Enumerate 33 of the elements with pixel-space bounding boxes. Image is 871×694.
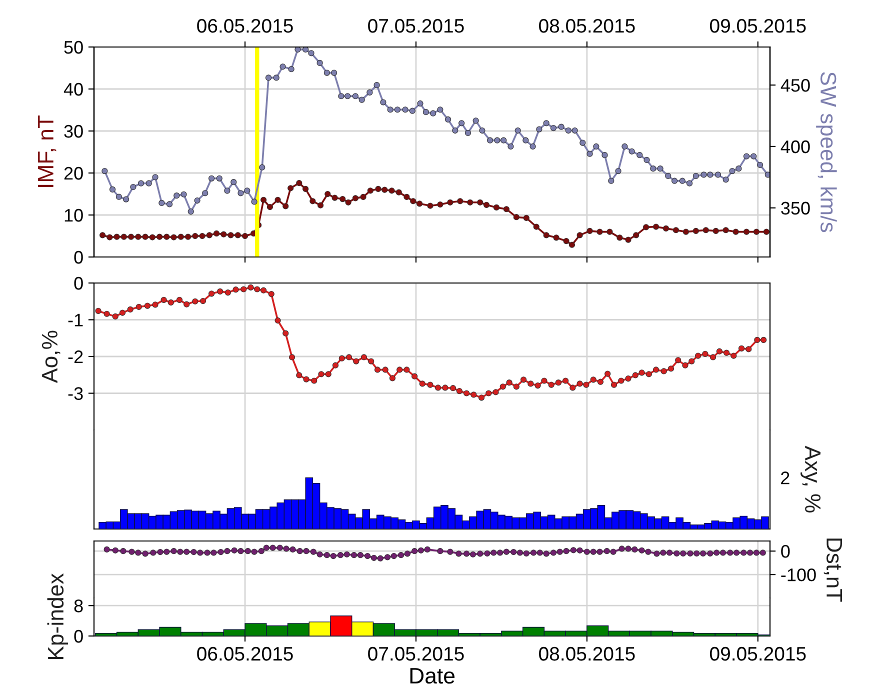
y-axis-title: Kp-index — [47, 573, 68, 660]
y2-tick-label: -100 — [781, 568, 816, 582]
x-axis-title: Date — [410, 668, 454, 684]
x-tick-label: 07.05.2015 — [368, 646, 464, 661]
y2-tick-label: 350 — [781, 202, 810, 215]
x2-tick-label: 08.05.2015 — [539, 18, 635, 33]
y-axis-title: IMF, nT — [38, 115, 56, 187]
y-tick-label: -1 — [68, 314, 83, 326]
y2-tick-label: 450 — [780, 79, 810, 92]
y-tick-label: -3 — [68, 387, 83, 400]
y-tick-label: 50 — [64, 40, 83, 54]
x-tick-label: 08.05.2015 — [539, 646, 635, 661]
y2-axis-title: Axy, % — [800, 446, 821, 512]
y-axis-title: Ao,% — [42, 330, 60, 384]
y-tick-label: 8 — [74, 600, 83, 612]
x2-tick-label: 06.05.2015 — [197, 18, 293, 33]
y-tick-label: 0 — [74, 630, 83, 643]
x2-tick-label: 09.05.2015 — [710, 18, 806, 33]
y-tick-label: 20 — [64, 166, 83, 180]
y2-axis-title: Dst,nT — [824, 538, 842, 602]
x2-tick-label: 07.05.2015 — [368, 18, 464, 33]
y-tick-label: -2 — [68, 350, 83, 364]
y2-axis-title: SW speed, km/s — [816, 72, 837, 232]
y2-tick-label: 0 — [781, 545, 790, 558]
y-tick-label: 40 — [64, 82, 83, 96]
x-tick-label: 06.05.2015 — [197, 646, 293, 661]
text: 2 — [781, 472, 790, 484]
y-tick-label: 30 — [64, 124, 83, 138]
y2-tick-label: 400 — [780, 140, 810, 154]
y-tick-label: 0 — [74, 276, 83, 290]
y-tick-label: 0 — [74, 250, 83, 264]
y-tick-label: 10 — [64, 208, 83, 222]
x-tick-label: 09.05.2015 — [710, 646, 806, 661]
